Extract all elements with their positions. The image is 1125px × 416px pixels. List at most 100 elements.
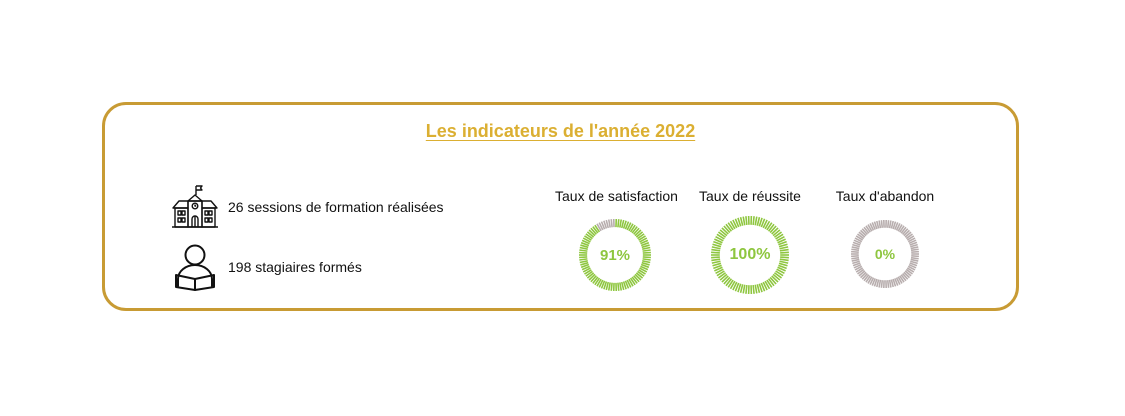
gauge-track-tick — [854, 265, 863, 271]
gauge-track-tick — [886, 220, 890, 228]
gauge-fill-tick — [752, 284, 755, 294]
gauge-track-tick — [600, 221, 606, 230]
gauge-fill-tick — [727, 279, 734, 288]
gauge-fill-tick — [631, 226, 638, 234]
gauge-fill-tick — [739, 284, 744, 294]
gauge-track-tick — [867, 224, 873, 232]
gauge-track-tick — [859, 229, 867, 237]
gauge-track-tick — [861, 228, 868, 235]
gauge-track-tick — [867, 276, 873, 284]
gauge-track-tick — [892, 221, 897, 230]
gauge-track-tick — [607, 219, 611, 228]
gauge-fill-tick — [640, 265, 649, 271]
gauge-fill-tick — [771, 227, 779, 235]
gauge-fill-tick — [732, 219, 738, 229]
sessions-stat-text: 26 sessions de formation réalisées — [228, 199, 444, 215]
success-donut — [711, 215, 789, 295]
gauge-track-tick — [851, 256, 860, 260]
gauge-track-tick — [908, 239, 917, 245]
gauge-fill-tick — [775, 270, 784, 277]
gauge-fill-tick — [633, 275, 640, 283]
gauge-fill-tick — [779, 248, 789, 252]
gauge-fill-tick — [639, 237, 648, 243]
gauge-track-tick — [851, 246, 860, 250]
gauge-track-tick — [863, 274, 870, 282]
school-building-icon — [172, 185, 218, 228]
gauge-track-tick — [892, 278, 897, 287]
gauge-track-tick — [855, 267, 864, 273]
gauge-fill-tick — [715, 268, 724, 275]
gauge-fill-tick — [776, 235, 785, 242]
gauge-fill-tick — [600, 280, 606, 289]
gauge-fill-tick — [585, 270, 593, 277]
gauge-fill-tick — [734, 218, 740, 228]
gauge-fill-tick — [769, 276, 777, 285]
gauge-track-tick — [863, 226, 870, 234]
gauge-dropout: Taux d'abandon 0% — [825, 188, 945, 289]
gauge-fill-tick — [779, 246, 789, 250]
gauge-fill-tick — [590, 275, 597, 283]
gauge-track-tick — [871, 222, 876, 230]
gauge-fill-tick — [723, 225, 731, 234]
gauge-fill-tick — [764, 220, 771, 230]
gauge-fill-tick — [594, 224, 601, 233]
gauge-track-tick — [859, 271, 867, 279]
satisfaction-donut — [579, 218, 651, 292]
gauge-fill-tick — [603, 281, 608, 290]
gauge-track-tick — [900, 226, 907, 234]
gauge-fill-tick — [716, 233, 725, 240]
gauge-track-tick — [888, 279, 892, 288]
gauge-fill-tick — [626, 222, 632, 231]
gauge-fill-tick — [711, 256, 720, 259]
gauge-fill-tick — [715, 235, 724, 242]
gauge-fill-tick — [713, 240, 722, 246]
gauge-track-tick — [851, 255, 859, 258]
gauge-fill-tick — [582, 267, 591, 273]
gauge-track-tick — [906, 267, 915, 273]
gauge-fill-tick — [711, 248, 721, 252]
gauge-fill-tick — [641, 244, 650, 249]
gauge-fill-tick — [760, 218, 766, 228]
gauge-track-tick — [897, 224, 903, 232]
gauge-success: Taux de réussite 100% — [690, 188, 810, 295]
gauge-track-tick — [910, 243, 918, 248]
gauge-fill-tick — [714, 238, 723, 244]
gauge-track-tick — [904, 270, 912, 277]
gauge-fill-tick — [634, 273, 642, 281]
gauge-track-tick — [865, 225, 871, 233]
gauge-track-tick — [910, 258, 919, 262]
gauge-fill-tick — [590, 227, 597, 235]
gauge-fill-tick — [580, 244, 589, 249]
gauge-fill-tick — [617, 282, 620, 291]
gauge-fill-tick — [745, 216, 748, 226]
gauge-fill-tick — [631, 276, 638, 284]
gauge-fill-tick — [777, 266, 786, 272]
gauge-fill-tick — [580, 261, 589, 266]
gauge-track-tick — [910, 246, 919, 250]
gauge-track-tick — [899, 225, 905, 233]
gauge-fill-tick — [752, 216, 755, 226]
gauge-track-tick — [858, 270, 866, 277]
gauge-fill-tick — [725, 223, 733, 232]
gauge-fill-tick — [729, 280, 736, 290]
gauge-dropout-ring: 0% — [850, 219, 920, 289]
gauge-fill-tick — [766, 279, 773, 288]
student-reading-icon — [175, 244, 215, 291]
gauge-track-tick — [878, 279, 882, 288]
gauge-fill-tick — [758, 283, 763, 293]
gauge-track-tick — [902, 228, 909, 235]
gauge-fill-tick — [775, 233, 784, 240]
gauge-fill-tick — [778, 240, 787, 246]
gauge-track-tick — [852, 241, 861, 246]
gauge-fill-tick — [762, 281, 768, 291]
gauge-track-tick — [890, 220, 895, 229]
gauge-track-tick — [902, 273, 909, 280]
gauge-fill-tick — [586, 272, 595, 279]
gauge-track-tick — [894, 278, 899, 286]
gauge-track-tick — [598, 222, 604, 231]
gauge-track-tick — [605, 219, 610, 229]
gauge-track-tick — [852, 243, 860, 248]
gauge-fill-tick — [771, 275, 779, 283]
gauge-fill-tick — [633, 227, 640, 235]
gauge-fill-tick — [594, 277, 601, 286]
